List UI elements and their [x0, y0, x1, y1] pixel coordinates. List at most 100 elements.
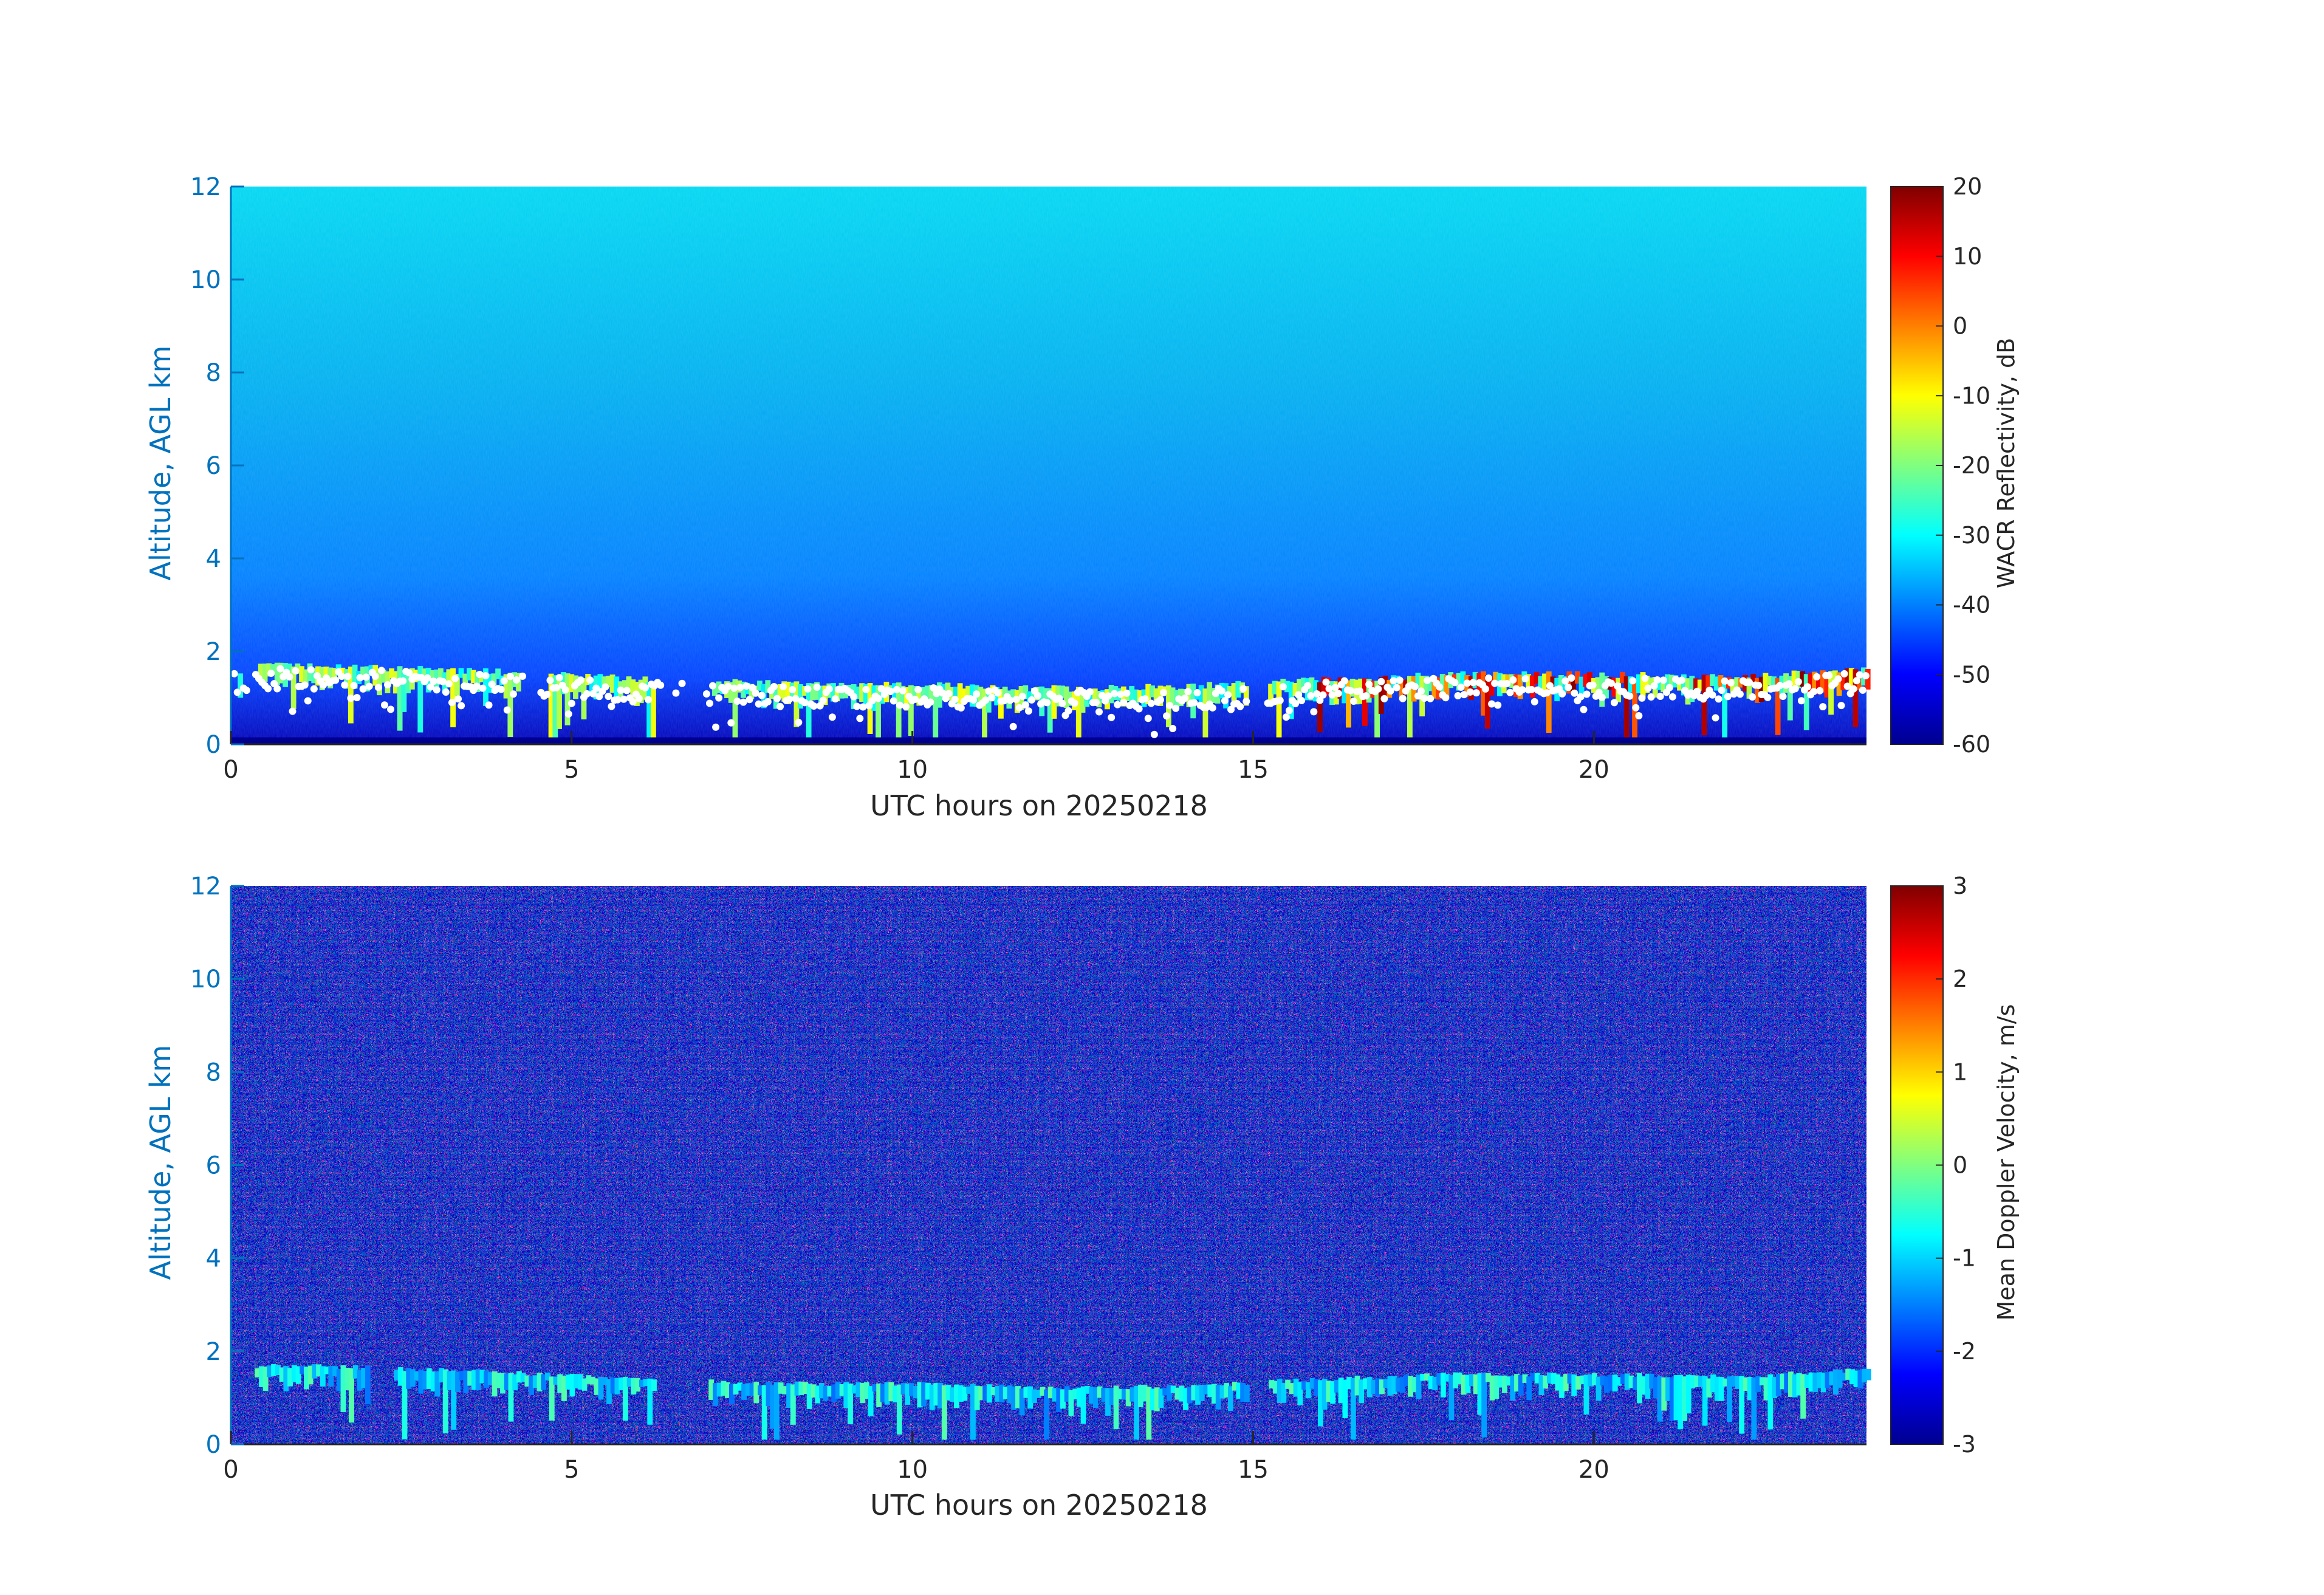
cloud-base-marker: [1709, 691, 1716, 699]
reflectivity-cloud-column: [458, 668, 464, 678]
cloud-base-marker: [776, 702, 784, 710]
reflectivity-cloud-column: [982, 688, 987, 738]
velocity-cloud-column: [1829, 1371, 1835, 1385]
x-tick-label: 10: [897, 1456, 928, 1484]
reflectivity-cloud-column: [1758, 676, 1764, 702]
reflectivity-cloud-column: [1207, 682, 1213, 704]
cloud-base-marker: [1224, 691, 1232, 699]
velocity-cloud-column: [733, 1384, 739, 1395]
velocity-cloud-column: [631, 1377, 637, 1395]
cloud-base-marker: [792, 695, 800, 702]
velocity-cloud-column: [1338, 1377, 1344, 1404]
reflectivity-cloud-column: [1231, 683, 1237, 701]
velocity-cloud-column: [1555, 1374, 1561, 1391]
reflectivity-cloud-column: [548, 673, 554, 738]
reflectivity-cloud-column: [1767, 676, 1773, 685]
reflectivity-cloud-column: [1623, 676, 1630, 738]
cloud-base-marker: [292, 667, 300, 675]
reflectivity-cloud-column: [303, 669, 309, 685]
velocity-cloud-column: [447, 1371, 453, 1391]
cloud-base-marker: [773, 695, 781, 702]
cloud-base-marker: [1108, 713, 1116, 721]
velocity-cloud-column: [937, 1382, 944, 1408]
reflectivity-cloud-column: [1710, 674, 1715, 686]
cloud-base-marker: [1647, 693, 1655, 701]
y-tick-label: 4: [206, 1245, 221, 1273]
reflectivity-cloud-column: [920, 687, 926, 702]
cloud-base-marker: [608, 702, 615, 710]
cloud-base-marker: [877, 685, 885, 693]
velocity-cloud-column: [328, 1366, 334, 1387]
cloud-base-marker: [304, 697, 312, 705]
velocity-cloud-column: [459, 1371, 465, 1381]
velocity-cloud-column: [708, 1379, 715, 1400]
velocity-cloud-column: [896, 1384, 902, 1435]
velocity-cloud-column: [1219, 1385, 1225, 1399]
cloud-base-marker: [795, 718, 803, 726]
reflectivity-cloud-column: [1133, 689, 1139, 705]
reflectivity-cloud-column: [1276, 681, 1282, 738]
cloud-base-marker: [982, 696, 990, 704]
cloud-base-marker: [1276, 696, 1284, 704]
reflectivity-cloud-column: [1321, 676, 1327, 698]
velocity-cloud-column: [1456, 1373, 1462, 1385]
velocity-cloud-column: [1334, 1379, 1340, 1393]
velocity-cloud-column: [295, 1366, 301, 1384]
cloud-base-marker: [567, 699, 575, 707]
cloud-base-marker: [810, 702, 818, 710]
velocity-cloud-column: [271, 1364, 277, 1376]
velocity-cloud-column: [545, 1372, 550, 1381]
colorbar-tick-label: -60: [1953, 731, 1990, 758]
y-tick-label: 2: [206, 638, 221, 666]
velocity-cloud-column: [340, 1365, 346, 1413]
reflectivity-cloud-column: [503, 674, 509, 699]
velocity-cloud-column: [1833, 1369, 1839, 1395]
velocity-cloud-column: [966, 1386, 972, 1394]
cloud-base-marker: [1629, 677, 1637, 685]
cloud-base-marker: [1816, 687, 1824, 695]
reflectivity-cloud-column: [1800, 671, 1805, 687]
reflectivity-cloud-column: [274, 662, 280, 685]
velocity-cloud-column: [1305, 1382, 1311, 1399]
velocity-cloud-column: [880, 1384, 886, 1402]
cloud-base-marker: [715, 694, 723, 702]
velocity-cloud-column: [569, 1373, 575, 1397]
cloud-base-marker: [509, 690, 517, 698]
velocity-cloud-layer: [255, 1364, 1871, 1440]
velocity-cloud-column: [1416, 1374, 1422, 1399]
reflectivity-cloud-column: [405, 670, 411, 694]
reflectivity-cloud-column: [299, 666, 305, 682]
velocity-cloud-column: [574, 1374, 580, 1388]
cloud-base-marker: [589, 690, 597, 698]
cloud-base-marker: [319, 681, 327, 689]
velocity-cloud-column: [1158, 1388, 1164, 1408]
cloud-base-markers: [230, 665, 1870, 738]
cloud-base-marker: [1243, 698, 1250, 705]
velocity-cloud-column: [606, 1379, 612, 1404]
velocity-cloud-column: [1035, 1390, 1041, 1398]
velocity-cloud-column: [300, 1365, 306, 1374]
velocity-cloud-column: [357, 1369, 363, 1391]
velocity-cloud-column: [1064, 1386, 1070, 1402]
velocity-cloud-column: [1853, 1370, 1859, 1388]
velocity-cloud-column: [1232, 1382, 1238, 1391]
reflectivity-cloud-column: [1526, 674, 1532, 693]
cloud-base-marker: [899, 687, 907, 695]
cloud-base-marker: [736, 684, 744, 691]
cloud-base-marker: [1236, 702, 1244, 710]
cloud-base-marker: [1635, 712, 1643, 720]
reflectivity-cloud-column: [650, 682, 656, 738]
cloud-base-marker: [1558, 690, 1566, 698]
velocity-cloud-column: [1661, 1377, 1667, 1411]
cloud-base-marker: [819, 696, 827, 704]
reflectivity-cloud-column: [806, 683, 812, 738]
reflectivity-cloud-column: [1023, 685, 1029, 699]
reflectivity-cloud-column: [564, 673, 571, 725]
cloud-base-marker: [1086, 688, 1094, 696]
cloud-base-marker: [555, 674, 563, 682]
x-tick-label: 5: [564, 756, 579, 784]
velocity-cloud-column: [402, 1371, 408, 1439]
velocity-cloud-column: [397, 1367, 403, 1386]
velocity-cloud-column: [1640, 1376, 1647, 1395]
reflectivity-cloud-column: [1439, 674, 1445, 692]
